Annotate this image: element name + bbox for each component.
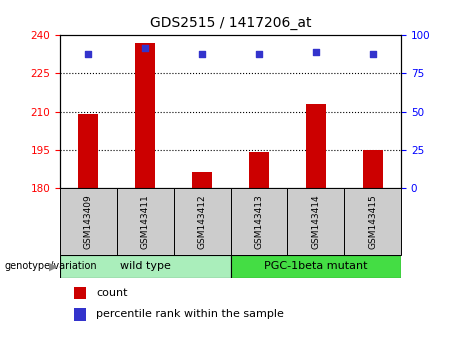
Bar — [287, 188, 344, 255]
Text: GSM143412: GSM143412 — [198, 194, 207, 249]
Point — [198, 51, 206, 57]
Text: ▶: ▶ — [49, 261, 58, 272]
Point — [369, 51, 376, 57]
Bar — [135, 43, 155, 188]
Point — [85, 51, 92, 57]
Point — [255, 51, 263, 57]
Bar — [117, 188, 174, 255]
Text: genotype/variation: genotype/variation — [5, 261, 97, 272]
Text: GSM143415: GSM143415 — [368, 194, 377, 249]
Text: GDS2515 / 1417206_at: GDS2515 / 1417206_at — [150, 16, 311, 30]
Text: wild type: wild type — [120, 261, 171, 272]
Bar — [249, 152, 269, 188]
Bar — [192, 172, 212, 188]
Bar — [306, 104, 326, 188]
Text: GSM143411: GSM143411 — [141, 194, 150, 249]
Point — [312, 49, 319, 55]
Text: PGC-1beta mutant: PGC-1beta mutant — [264, 261, 367, 272]
Bar — [363, 149, 383, 188]
Point — [142, 45, 149, 50]
Bar — [74, 308, 86, 320]
Text: percentile rank within the sample: percentile rank within the sample — [96, 309, 284, 319]
Text: count: count — [96, 288, 128, 298]
Bar — [74, 286, 86, 299]
Bar — [60, 188, 117, 255]
Bar — [344, 188, 401, 255]
Bar — [230, 188, 287, 255]
Bar — [230, 255, 401, 278]
Bar — [60, 255, 230, 278]
Bar — [78, 114, 98, 188]
Bar — [174, 188, 230, 255]
Text: GSM143413: GSM143413 — [254, 194, 263, 249]
Text: GSM143409: GSM143409 — [84, 194, 93, 249]
Text: GSM143414: GSM143414 — [311, 194, 320, 249]
